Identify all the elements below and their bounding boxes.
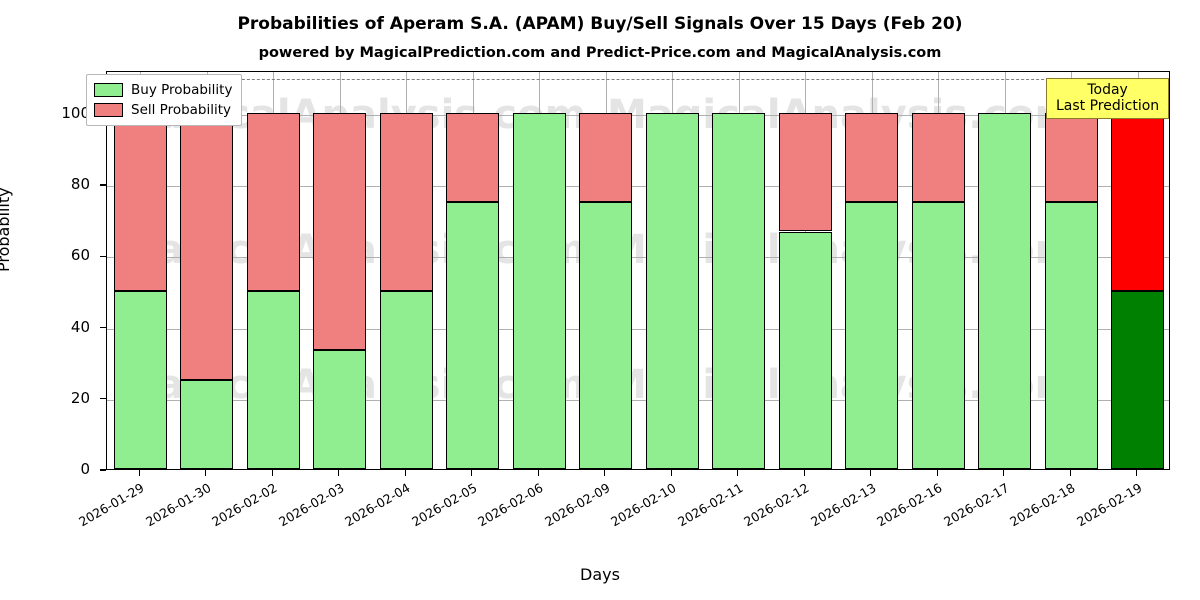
bar-segment-buy[interactable]	[446, 201, 500, 469]
x-tick-mark-2026-02-03	[338, 470, 340, 476]
x-tick-mark-2026-02-19	[1136, 470, 1138, 476]
y-tick-label-0: 0	[80, 460, 90, 478]
legend-label-buy: Buy Probability	[131, 82, 233, 98]
x-tick-mark-2026-02-17	[1003, 470, 1005, 476]
bar-group-2026-02-13[interactable]	[845, 72, 899, 469]
legend-label-sell: Sell Probability	[131, 102, 232, 118]
y-tick-label-20: 20	[70, 388, 90, 407]
x-tick-mark-2026-01-30	[205, 470, 207, 476]
bar-group-2026-02-16[interactable]	[911, 72, 965, 469]
y-tick-mark-0	[100, 469, 106, 471]
bar-segment-buy[interactable]	[113, 290, 167, 469]
gridline-y-20	[107, 399, 1169, 401]
bar-group-2026-01-30[interactable]	[180, 72, 234, 469]
bar-segment-sell[interactable]	[579, 112, 633, 202]
y-tick-label-40: 40	[70, 317, 90, 336]
today-annotation-line1: Today	[1087, 82, 1128, 98]
legend-swatch-sell-icon	[94, 103, 123, 117]
bar-group-2026-02-18[interactable]	[1044, 72, 1098, 469]
bar-group-2026-01-29[interactable]	[113, 72, 167, 469]
legend-item-buy: Buy Probability	[94, 80, 232, 100]
gridline-y-100	[107, 114, 1169, 116]
bar-segment-sell[interactable]	[911, 112, 965, 202]
bar-segment-buy[interactable]	[978, 112, 1032, 469]
bar-segment-sell[interactable]	[845, 112, 899, 202]
y-tick-label-60: 60	[70, 246, 90, 265]
bar-segment-buy[interactable]	[313, 350, 367, 469]
bar-segment-buy[interactable]	[512, 112, 566, 469]
chart-legend: Buy Probability Sell Probability	[86, 74, 243, 126]
y-tick-mark-60	[100, 255, 106, 257]
x-tick-mark-2026-02-06	[537, 470, 539, 476]
bar-segment-buy[interactable]	[579, 201, 633, 469]
bar-segment-buy[interactable]	[845, 201, 899, 469]
bar-group-2026-02-02[interactable]	[246, 72, 300, 469]
today-annotation-line2: Last Prediction	[1056, 98, 1160, 115]
bar-segment-buy[interactable]	[712, 112, 766, 469]
bar-segment-buy[interactable]	[379, 290, 433, 469]
bar-segment-buy[interactable]	[778, 231, 832, 469]
bar-segment-buy[interactable]	[1111, 290, 1165, 469]
x-tick-mark-2026-02-13	[870, 470, 872, 476]
bar-group-2026-02-11[interactable]	[712, 72, 766, 469]
x-axis-title: Days	[580, 565, 620, 584]
y-tick-mark-20	[100, 398, 106, 400]
bar-segment-sell[interactable]	[313, 112, 367, 351]
bar-group-2026-02-05[interactable]	[446, 72, 500, 469]
x-tick-label-2026-01-29: 2026-01-29	[76, 480, 147, 530]
bar-segment-sell[interactable]	[1111, 112, 1165, 291]
today-annotation: Today Last Prediction	[1046, 78, 1170, 120]
bar-group-2026-02-12[interactable]	[778, 72, 832, 469]
bar-segment-buy[interactable]	[645, 112, 699, 469]
x-tick-mark-2026-02-10	[670, 470, 672, 476]
x-tick-mark-2026-02-11	[737, 470, 739, 476]
bar-group-2026-02-19[interactable]	[1111, 72, 1165, 469]
bar-segment-sell[interactable]	[246, 112, 300, 291]
bar-segment-buy[interactable]	[911, 201, 965, 469]
bar-group-2026-02-03[interactable]	[313, 72, 367, 469]
bar-series-container	[107, 72, 1169, 469]
bar-group-2026-02-17[interactable]	[978, 72, 1032, 469]
legend-item-sell: Sell Probability	[94, 100, 232, 120]
bar-segment-sell[interactable]	[778, 112, 832, 232]
x-tick-mark-2026-01-29	[138, 470, 140, 476]
chart-title: Probabilities of Aperam S.A. (APAM) Buy/…	[237, 14, 963, 34]
x-tick-mark-2026-02-16	[936, 470, 938, 476]
bar-segment-sell[interactable]	[1044, 112, 1098, 202]
x-tick-mark-2026-02-04	[404, 470, 406, 476]
y-tick-mark-40	[100, 326, 106, 329]
x-tick-mark-2026-02-05	[471, 470, 473, 476]
bar-segment-buy[interactable]	[180, 379, 234, 469]
bar-segment-sell[interactable]	[180, 112, 234, 380]
x-tick-mark-2026-02-12	[803, 470, 805, 476]
legend-swatch-buy-icon	[94, 83, 123, 97]
x-tick-mark-2026-02-02	[271, 470, 273, 476]
reference-dashed-line	[107, 79, 1169, 81]
bar-segment-buy[interactable]	[1044, 201, 1098, 469]
gridline-y-60	[107, 257, 1169, 259]
gridline-y-40	[107, 328, 1169, 330]
plot-area: MagicalAnalysis.com MagicalAnalysis.com Ma…	[106, 71, 1170, 470]
bar-segment-sell[interactable]	[113, 112, 167, 291]
chart-subtitle: powered by MagicalPrediction.com and Pre…	[258, 45, 942, 61]
bar-segment-sell[interactable]	[446, 112, 500, 202]
x-tick-mark-2026-02-18	[1069, 470, 1071, 476]
gridline-y-80	[107, 186, 1169, 187]
bar-segment-buy[interactable]	[246, 290, 300, 469]
y-axis-title: Probability	[0, 187, 13, 272]
y-tick-label-80: 80	[70, 175, 90, 193]
y-tick-label-100: 100	[61, 103, 90, 122]
bar-group-2026-02-04[interactable]	[379, 72, 433, 469]
bar-group-2026-02-06[interactable]	[512, 72, 566, 469]
y-tick-mark-80	[100, 184, 106, 186]
x-tick-mark-2026-02-09	[604, 470, 606, 476]
bar-group-2026-02-10[interactable]	[645, 72, 699, 469]
bar-group-2026-02-09[interactable]	[579, 72, 633, 469]
bar-segment-sell[interactable]	[379, 112, 433, 291]
